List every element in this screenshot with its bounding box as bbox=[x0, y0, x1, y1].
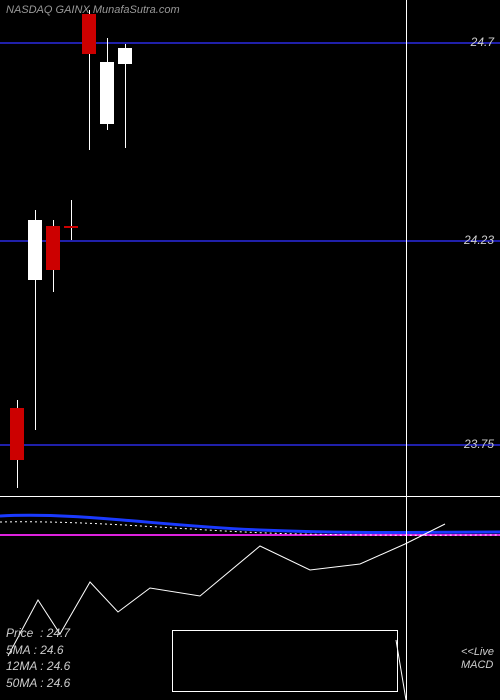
info-50ma: 50MA : 24.6 bbox=[6, 675, 70, 692]
info-price: Price : 24.7 bbox=[6, 625, 70, 642]
info-box: Price : 24.7 5MA : 24.6 12MA : 24.6 50MA… bbox=[6, 625, 70, 692]
indicator-svg bbox=[0, 0, 500, 700]
chart-header: NASDAQ GAINX MunafaSutra.com bbox=[6, 4, 180, 16]
macd-text: MACD bbox=[461, 659, 494, 672]
macd-label: <<Live MACD bbox=[461, 646, 494, 672]
time-cursor bbox=[406, 0, 407, 700]
indicator-rect bbox=[172, 630, 398, 692]
info-12ma: 12MA : 24.6 bbox=[6, 658, 70, 675]
source-label: MunafaSutra.com bbox=[93, 4, 180, 16]
chart-container: NASDAQ GAINX MunafaSutra.com 24.724.2323… bbox=[0, 0, 500, 700]
ticker-label: NASDAQ GAINX bbox=[6, 4, 90, 16]
info-5ma: 5MA : 24.6 bbox=[6, 642, 70, 659]
macd-live-text: <<Live bbox=[461, 646, 494, 659]
indicator-panel bbox=[0, 496, 500, 700]
